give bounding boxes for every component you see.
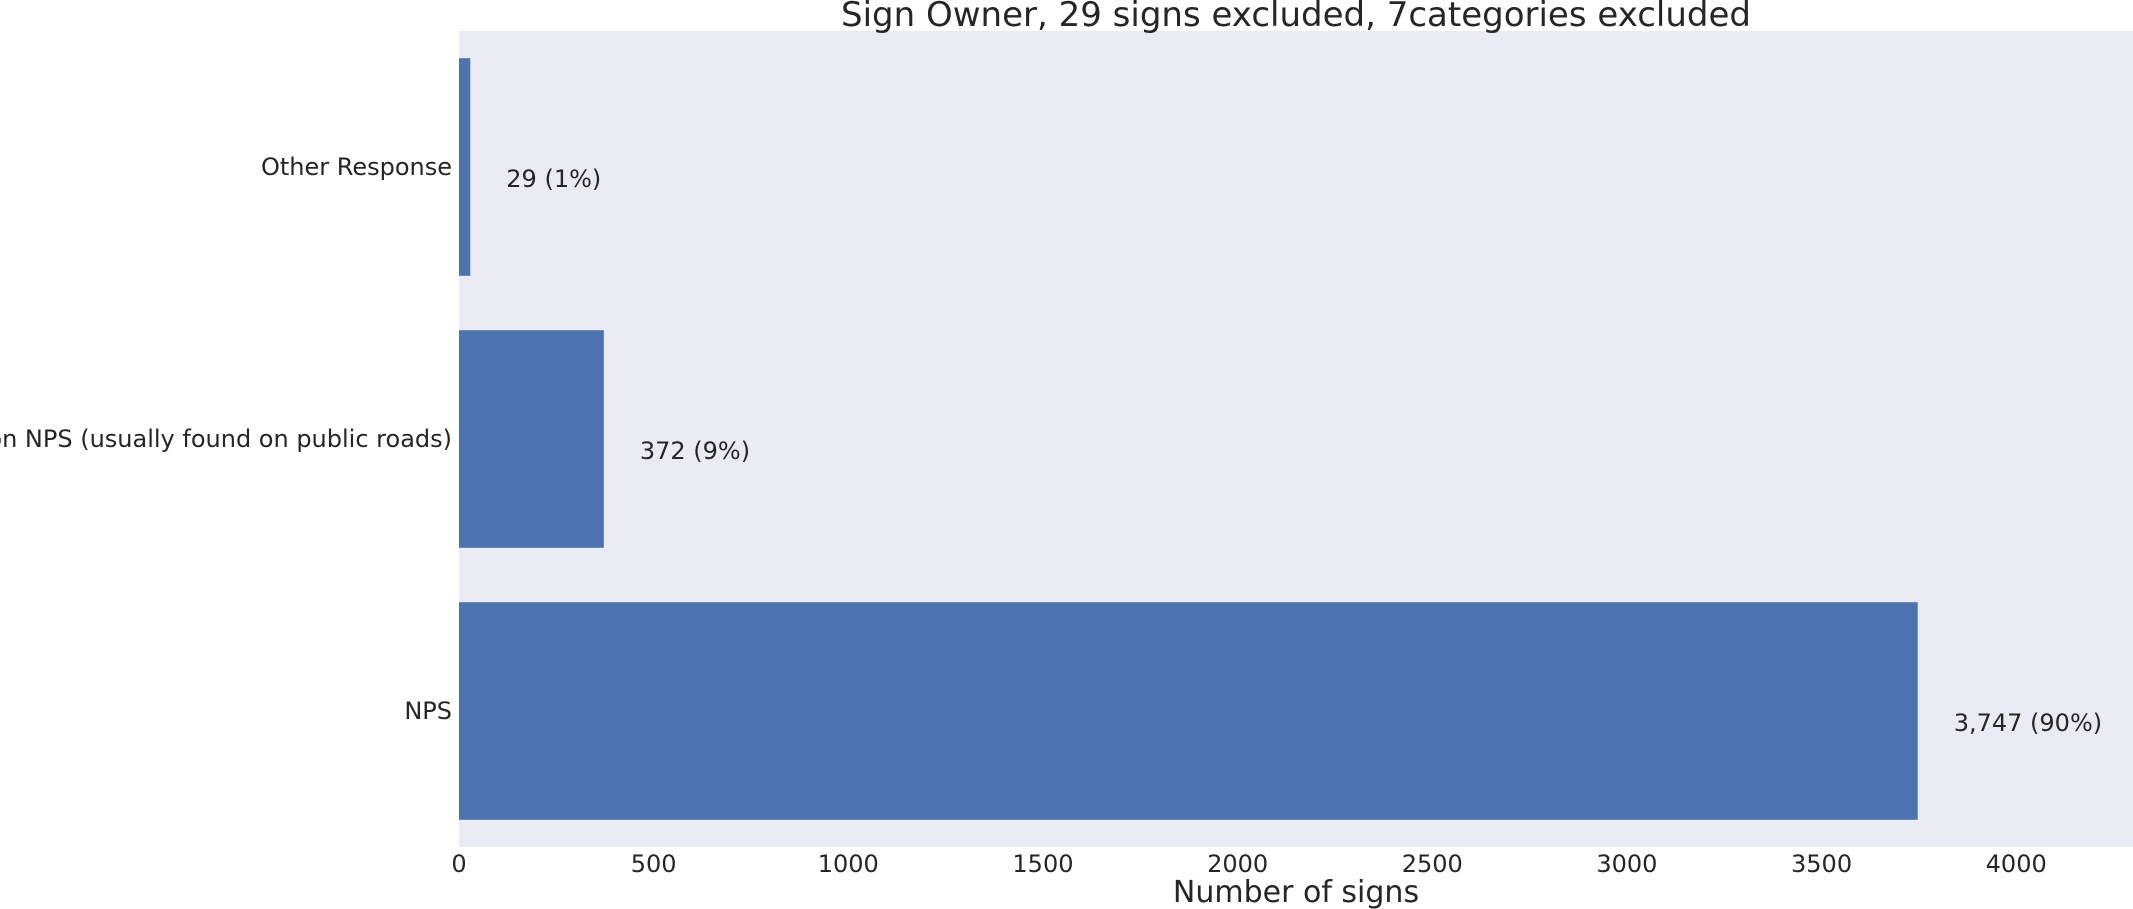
x-tick-label: 3500 bbox=[1791, 850, 1852, 878]
bar bbox=[459, 330, 604, 548]
category-label: Other Response bbox=[261, 153, 452, 181]
category-label: Non NPS (usually found on public roads) bbox=[0, 425, 452, 453]
x-tick-label: 500 bbox=[631, 850, 677, 878]
data-labels-group: 29 (1%) 372 (9%) 3,747 (90%) bbox=[506, 165, 2102, 737]
chart-title: Sign Owner, 29 signs excluded, 7categori… bbox=[841, 0, 1751, 35]
x-tick-label: 2000 bbox=[1207, 850, 1268, 878]
bar bbox=[459, 602, 1918, 820]
bar-value-label: 3,747 (90%) bbox=[1954, 709, 2102, 737]
category-label: NPS bbox=[404, 697, 452, 725]
x-tick-label: 4000 bbox=[1986, 850, 2047, 878]
bar bbox=[459, 58, 471, 276]
x-tick-label: 0 bbox=[451, 850, 466, 878]
x-tick-labels-group: 0 500 1000 1500 2000 2500 3000 3500 4000 bbox=[451, 850, 2046, 878]
x-axis-title: Number of signs bbox=[1173, 875, 1419, 909]
bar-value-label: 372 (9%) bbox=[640, 437, 750, 465]
x-tick-label: 1000 bbox=[818, 850, 879, 878]
x-tick-label: 3000 bbox=[1596, 850, 1657, 878]
bars-group bbox=[459, 58, 1918, 820]
x-tick-label: 1500 bbox=[1012, 850, 1073, 878]
x-tick-label: 2500 bbox=[1402, 850, 1463, 878]
category-labels-group: Other Response Non NPS (usually found on … bbox=[0, 153, 452, 725]
bar-value-label: 29 (1%) bbox=[506, 165, 601, 193]
